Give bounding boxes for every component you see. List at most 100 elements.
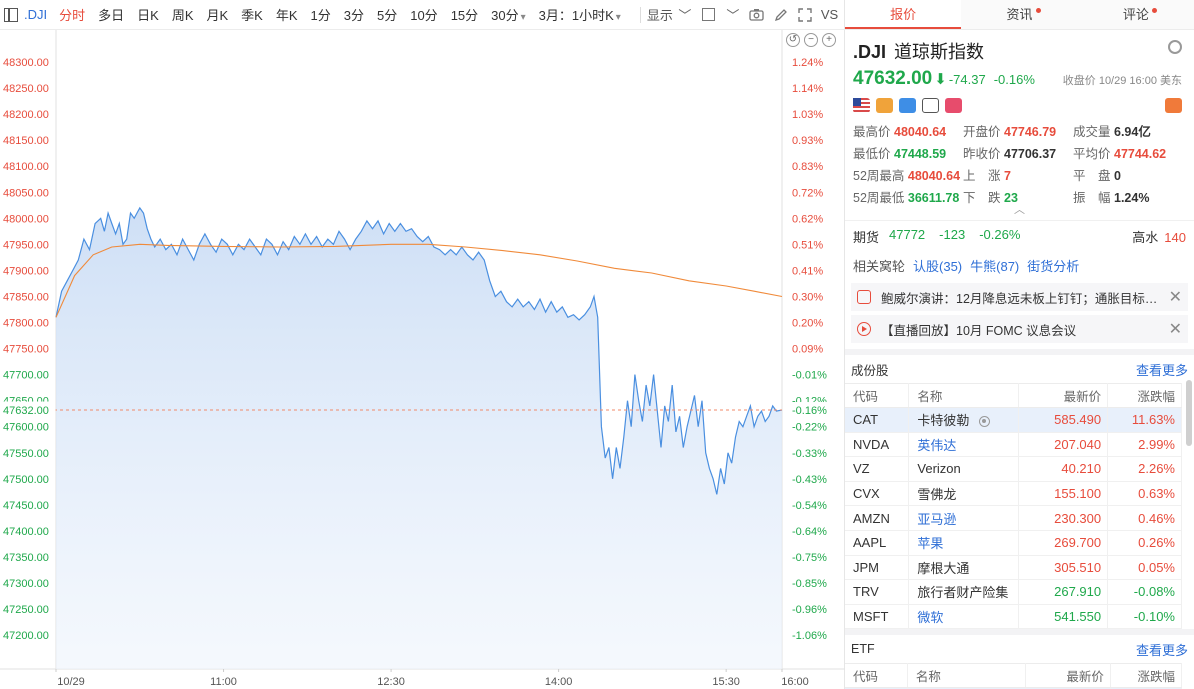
checkbox-icon[interactable] [701, 7, 717, 23]
see-more-link[interactable]: 查看更多 [1135, 362, 1188, 378]
etf-header: ETF 查看更多 [845, 629, 1194, 663]
stock-name-cell: 三倍做多道指30ET [907, 687, 1026, 689]
table-row[interactable]: NVDA 英伟达 207.040 2.99% [845, 432, 1182, 458]
stock-name[interactable]: 苹果 [917, 536, 944, 552]
timeframe-3[interactable]: 周K [171, 8, 194, 23]
stat-label: 上 涨 [963, 169, 1001, 183]
timeframe-4[interactable]: 月K [206, 8, 229, 23]
scrollbar[interactable] [1186, 380, 1192, 446]
stat-label: 成交量 [1073, 125, 1111, 139]
stat-label: 52周最高 [853, 169, 905, 183]
timeframe-11[interactable]: 15分 [450, 8, 479, 23]
zoom-out-icon[interactable]: − [804, 33, 818, 47]
timeframe-1[interactable]: 多日 [98, 8, 125, 23]
chevron-down-icon[interactable]: ﹀ [678, 8, 692, 23]
x-tick-label: 11:00 [210, 676, 237, 688]
timeframe-7[interactable]: 1分 [310, 8, 331, 23]
stock-code: CAT [845, 407, 910, 433]
table-row[interactable]: AAPL 苹果 269.700 0.26% [845, 530, 1182, 556]
news-item[interactable]: 鲍威尔演讲：12月降息远未板上钉钉；通胀目标并... ✕ [851, 283, 1188, 311]
timeframe-8[interactable]: 3分 [343, 8, 364, 23]
sidebar-toggle-icon[interactable] [4, 7, 18, 22]
timeframe-12[interactable]: 30分 ▾ [491, 8, 526, 23]
stat-cell: 下 跌 23 [963, 187, 1073, 206]
stock-change-pct: 0.63% [1107, 481, 1182, 507]
news-icon [857, 290, 871, 304]
fullscreen-icon[interactable] [797, 7, 813, 23]
period-select[interactable]: 3月：1小时K ▾ [538, 8, 621, 23]
document-icon[interactable] [922, 98, 939, 113]
stat-label: 最高价 [853, 125, 891, 139]
stock-change-pct: 0.46% [1107, 505, 1182, 531]
stock-price: 155.100 [1018, 481, 1109, 507]
tab-2[interactable]: 评论 [1078, 0, 1194, 29]
bell-icon[interactable] [1165, 98, 1182, 113]
timeframe-0[interactable]: 分时 [59, 8, 86, 23]
last-pct-box-bg [788, 402, 840, 419]
zoom-in-icon[interactable]: + [822, 33, 836, 47]
eye-icon[interactable] [979, 416, 991, 428]
stock-name[interactable]: 亚马逊 [917, 511, 957, 527]
timeframe-6[interactable]: 年K [275, 8, 298, 23]
notification-dot [1151, 8, 1157, 13]
y-tick-label: 47850.00 [3, 291, 49, 303]
pen-icon[interactable] [773, 7, 789, 23]
heart-icon[interactable] [945, 98, 962, 113]
column-header: 名称 [907, 663, 1026, 689]
quote-panel: 报价 资讯 评论 .DJI 道琼斯指数 47632.00 ⬇ -74.37 -0.16… [845, 0, 1194, 689]
stat-cell: 开盘价 47746.79 [963, 121, 1073, 140]
pct-tick-label: -0.75% [792, 552, 827, 564]
table-row[interactable]: CAT 卡特彼勒 585.490 11.63% [845, 407, 1182, 433]
see-more-link[interactable]: 查看更多 [1135, 642, 1188, 658]
table-row[interactable]: TRV 旅行者财产险集 267.910 -0.08% [845, 579, 1182, 605]
timeframe-5[interactable]: 季K [241, 8, 263, 23]
warrant-link[interactable]: 认股(35) [913, 259, 963, 274]
timeframe-2[interactable]: 日K [137, 8, 159, 23]
column-header[interactable]: 最新价 [1018, 383, 1109, 408]
news-item[interactable]: 【直播回放】10月 FOMC 议息会议 ✕ [851, 315, 1188, 343]
undo-icon[interactable]: ↺ [786, 33, 800, 47]
pct-tick-label: 0.83% [792, 161, 823, 173]
futures-row[interactable]: 期货 47772 -123 -0.26% 高水 140 [845, 220, 1194, 252]
stock-name[interactable]: 微软 [917, 610, 944, 626]
table-row[interactable]: CVX 雪佛龙 155.100 0.63% [845, 481, 1182, 507]
table-row[interactable]: MSFT 微软 541.550 -0.10% [845, 604, 1182, 630]
flash-icon[interactable] [876, 98, 893, 113]
tab-1[interactable]: 资讯 [961, 0, 1077, 29]
stock-change-pct: -0.10% [1107, 604, 1182, 630]
camera-icon[interactable] [749, 7, 765, 23]
tab-0[interactable]: 报价 [845, 0, 962, 29]
table-row[interactable]: VZ Verizon 40.210 2.26% [845, 456, 1182, 482]
y-tick-label: 47900.00 [3, 265, 49, 277]
y-tick-label: 47450.00 [3, 500, 49, 512]
etf-title: ETF [851, 642, 875, 657]
display-menu[interactable]: 显示 [646, 8, 673, 23]
tag-icon[interactable] [899, 98, 916, 113]
stat-cell: 上 涨 7 [963, 165, 1073, 184]
gear-icon[interactable] [1168, 40, 1182, 54]
x-tick-label: 15:30 [712, 676, 740, 688]
stock-change-pct: 0.26% [1107, 530, 1182, 556]
close-icon[interactable]: ✕ [1168, 289, 1182, 306]
column-header[interactable]: 最新价 [1025, 663, 1111, 689]
price-chart[interactable]: 48300.00 48250.00 48200.00 48150.00 48100.00… [0, 30, 845, 689]
stock-name[interactable]: 英伟达 [917, 437, 957, 453]
timeframe-9[interactable]: 5分 [376, 8, 398, 23]
table-row[interactable]: AMZN 亚马逊 230.300 0.46% [845, 505, 1182, 531]
vs-button[interactable]: VS [820, 7, 839, 22]
timeframe-list: 分时 多日 日K 周K 月K 季K 年K 1分 3分 5分 10分 15分 30分 ▾ [59, 5, 539, 24]
close-icon[interactable]: ✕ [1168, 321, 1182, 338]
symbol-label[interactable]: .DJI [24, 7, 48, 22]
chevron-down-icon[interactable]: ﹀ [726, 8, 740, 23]
stock-price: 114.870 [1025, 687, 1111, 689]
y-tick-label: 47600.00 [3, 422, 49, 434]
table-row[interactable]: UDOW三倍做多道指30ET114.870-0.47% [845, 687, 1183, 689]
column-header[interactable]: 涨跌幅 [1107, 383, 1182, 408]
chevron-up-icon[interactable]: ︿ [1014, 204, 1025, 216]
pct-tick-label: 0.09% [792, 344, 823, 356]
column-header[interactable]: 涨跌幅 [1110, 663, 1183, 689]
timeframe-10[interactable]: 10分 [410, 8, 438, 23]
outstanding-link[interactable]: 街货分析 [1027, 259, 1080, 274]
cbbc-link[interactable]: 牛熊(87) [970, 259, 1020, 274]
table-row[interactable]: JPM 摩根大通 305.510 0.05% [845, 555, 1182, 581]
